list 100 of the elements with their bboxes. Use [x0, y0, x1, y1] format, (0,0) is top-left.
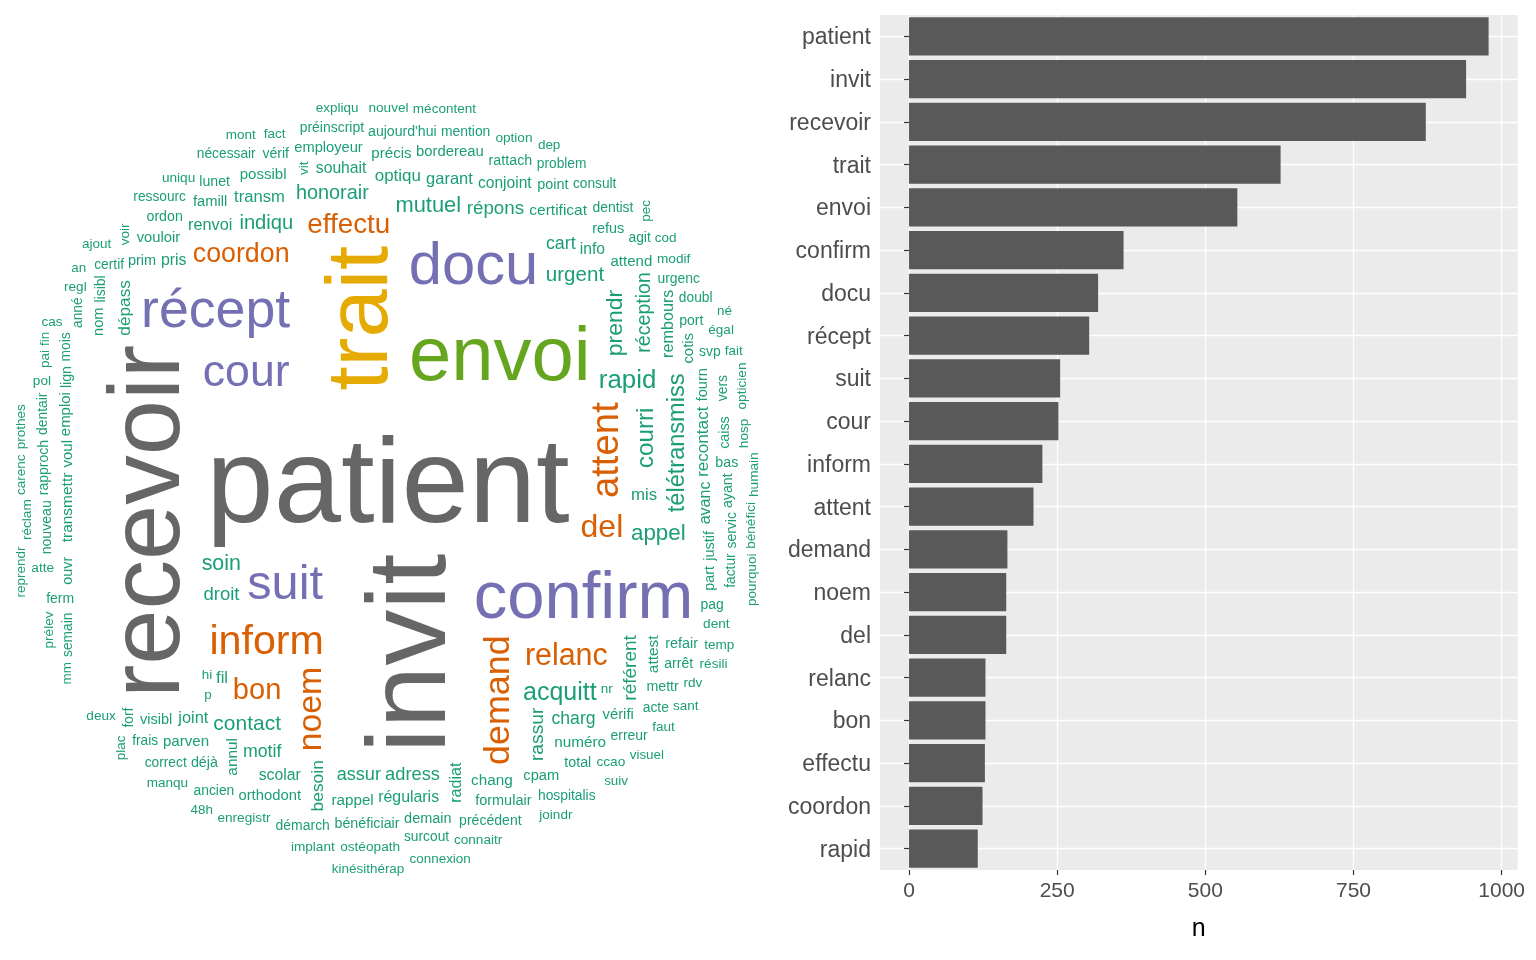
- category-label: suiv: [604, 773, 629, 789]
- category-label: rapproch: [35, 439, 52, 496]
- category-label: pris: [160, 250, 187, 268]
- category-label: coordon: [192, 238, 290, 269]
- category-label: servic: [723, 512, 740, 549]
- y-tick-label: rapid: [819, 835, 871, 862]
- category-label: plac: [113, 735, 129, 761]
- category-label: réception: [631, 272, 654, 353]
- category-label: ressourc: [133, 188, 187, 204]
- category-label: p: [204, 687, 212, 703]
- category-label: télétransmiss: [662, 373, 689, 513]
- category-label: faut: [652, 719, 675, 735]
- category-label: motif: [242, 741, 282, 762]
- category-label: envoi: [409, 310, 591, 396]
- category-label: né: [717, 303, 732, 319]
- category-label: ferm: [46, 590, 75, 607]
- category-label: recevoir: [89, 344, 201, 698]
- category-label: droit: [203, 582, 241, 604]
- category-label: indiqu: [239, 210, 294, 233]
- bar: [909, 316, 1090, 355]
- category-label: reprendr: [13, 546, 29, 598]
- category-label: déjà: [190, 754, 218, 771]
- category-label: forf: [120, 707, 136, 728]
- category-label: anné: [69, 297, 85, 328]
- category-label: mention: [441, 123, 491, 140]
- category-label: cas: [41, 313, 63, 329]
- category-label: relanc: [524, 637, 608, 672]
- category-label: formulair: [475, 791, 532, 808]
- bar: [909, 487, 1034, 526]
- category-label: transmettr: [58, 472, 76, 543]
- category-label: justif: [701, 529, 718, 562]
- category-label: besoin: [306, 760, 327, 812]
- category-label: acte: [642, 698, 670, 715]
- category-label: fil: [216, 667, 229, 687]
- category-label: référent: [618, 634, 640, 701]
- category-label: temp: [704, 636, 735, 652]
- category-label: attent: [583, 401, 627, 499]
- category-label: régularis: [378, 788, 440, 806]
- category-label: honorair: [295, 181, 370, 204]
- x-tick-label: 750: [1335, 878, 1372, 901]
- category-label: bas: [715, 454, 739, 471]
- category-label: prendr: [600, 289, 627, 357]
- x-tick-label: 1000: [1478, 878, 1525, 901]
- category-label: connaitr: [453, 831, 503, 847]
- category-label: conjoint: [477, 173, 533, 191]
- category-label: mutuel: [395, 192, 462, 218]
- category-label: précis: [371, 144, 413, 162]
- category-label: ostéopath: [340, 838, 401, 854]
- category-label: résili: [699, 655, 728, 671]
- category-label: égal: [708, 322, 734, 338]
- category-label: carenc: [12, 454, 28, 496]
- category-label: part: [700, 565, 717, 591]
- category-label: dépass: [114, 280, 135, 336]
- category-label: pol: [32, 372, 52, 388]
- category-label: trait: [308, 245, 406, 391]
- category-label: orthodont: [238, 787, 302, 804]
- category-label: ayant: [719, 473, 736, 509]
- category-label: point: [537, 176, 569, 193]
- y-tick-label: bon: [832, 707, 871, 734]
- category-label: port: [679, 312, 704, 329]
- category-label: attest: [644, 634, 662, 674]
- category-label: urgenc: [657, 270, 701, 286]
- category-label: refus: [592, 219, 625, 236]
- category-label: cotis: [680, 332, 697, 364]
- category-label: annul: [223, 738, 241, 776]
- category-label: rappel: [331, 791, 374, 808]
- category-label: optiqu: [374, 166, 421, 186]
- bar: [909, 230, 1124, 270]
- category-label: souhait: [315, 159, 368, 177]
- category-label: confirm: [473, 556, 694, 632]
- category-label: ordon: [146, 208, 183, 225]
- category-label: bordereau: [415, 143, 484, 160]
- category-label: adress: [385, 763, 440, 785]
- category-label: voul: [58, 439, 76, 468]
- category-label: nécessair: [196, 145, 257, 161]
- category-label: parven: [162, 731, 210, 749]
- x-tick-label: 250: [1039, 878, 1075, 901]
- category-label: manqu: [146, 775, 189, 791]
- category-label: info: [579, 240, 606, 258]
- category-label: pourquoi: [744, 553, 760, 607]
- category-label: expliqu: [315, 99, 359, 115]
- bar: [909, 17, 1489, 56]
- category-label: erreur: [610, 727, 649, 744]
- category-label: cour: [202, 345, 290, 395]
- category-label: prothes: [12, 403, 28, 450]
- category-label: total: [564, 753, 592, 770]
- category-label: nom: [90, 307, 107, 336]
- bar: [909, 572, 1007, 612]
- category-label: prim: [127, 251, 157, 268]
- category-label: doubl: [678, 289, 713, 305]
- category-label: aujourd'hui: [368, 122, 437, 139]
- category-label: contact: [213, 710, 282, 734]
- category-label: vérif: [262, 145, 290, 162]
- y-tick-label: cour: [826, 408, 872, 435]
- category-label: problem: [536, 155, 587, 171]
- category-label: demain: [404, 809, 452, 826]
- category-label: arrêt: [664, 654, 694, 671]
- category-label: kinésithérap: [331, 861, 405, 877]
- y-tick-label: trait: [832, 151, 872, 178]
- category-label: dent: [703, 616, 730, 632]
